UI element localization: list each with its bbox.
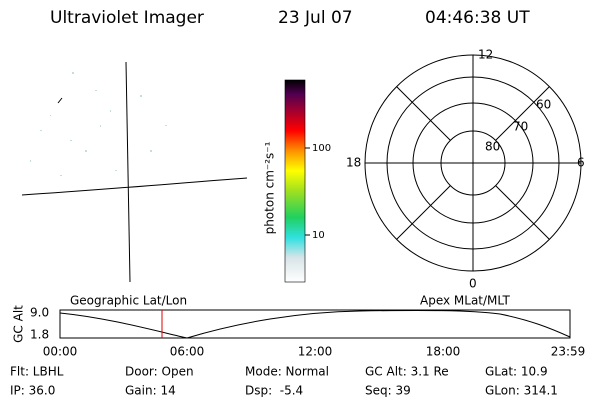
strip-x-tick: 06:00 (170, 345, 205, 359)
info-field: Dsp: -5.4 (245, 384, 303, 398)
lat-label: 70 (513, 120, 528, 134)
info-field: IP: 36.0 (10, 384, 55, 398)
hour-label: 18 (346, 156, 361, 170)
strip-frame (59, 309, 571, 339)
info-panel: Flt: LBHL Door: Open Mode: Normal GC Alt: 3… (10, 365, 558, 398)
hour-label: 12 (478, 48, 493, 62)
time: 04:46:38 UT (425, 8, 530, 28)
info-field: GLon: 314.1 (485, 384, 558, 398)
colorbar (284, 79, 306, 283)
strip-x-tick: 18:00 (426, 345, 461, 359)
strip-y-label: GC Alt (12, 305, 26, 343)
colorbar-label: photon cm⁻²s⁻¹ (263, 141, 277, 234)
hour-label: 0 (469, 277, 477, 291)
info-field: GLat: 10.9 (485, 365, 548, 379)
strip-y-tick: 1.8 (30, 328, 49, 342)
info-field: Mode: Normal (245, 365, 329, 379)
info-field: GC Alt: 3.1 Re (365, 365, 449, 379)
info-field: Gain: 14 (125, 384, 176, 398)
strip-x-tick: 23:59 (551, 345, 586, 359)
image-panel (21, 61, 248, 283)
info-field: Door: Open (125, 365, 194, 379)
strip-x-tick: 12:00 (298, 345, 333, 359)
strip-x-tick: 00:00 (43, 345, 78, 359)
strip-left-label: Geographic Lat/Lon (70, 294, 187, 308)
strip-right-label: Apex MLat/MLT (420, 294, 510, 308)
instrument-title: Ultraviolet Imager (50, 8, 204, 28)
altitude-curve (59, 309, 571, 339)
lat-label: 60 (536, 98, 551, 112)
hour-label: 6 (577, 156, 585, 170)
date: 23 Jul 07 (278, 8, 353, 28)
colorbar-tick-label: 100 (312, 143, 331, 154)
polar-grid (364, 54, 582, 272)
strip-y-tick: 9.0 (30, 306, 49, 320)
info-field: Seq: 39 (365, 384, 411, 398)
colorbar-tick-label: 10 (312, 230, 325, 241)
lat-label: 80 (485, 140, 500, 154)
info-field: Flt: LBHL (10, 365, 64, 379)
